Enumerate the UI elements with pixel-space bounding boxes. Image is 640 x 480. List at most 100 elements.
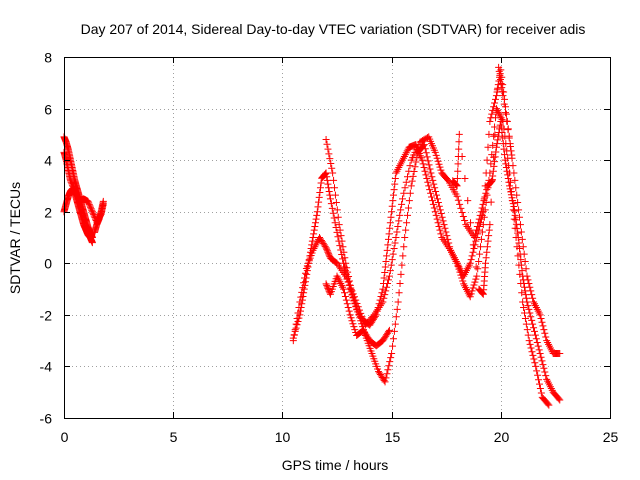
data-point	[514, 199, 522, 207]
data-point	[479, 289, 487, 297]
data-point	[480, 195, 488, 203]
data-point	[517, 228, 525, 236]
data-point	[324, 248, 332, 256]
data-point	[310, 226, 318, 234]
data-point	[473, 272, 481, 280]
data-point	[535, 380, 543, 388]
data-point	[303, 270, 311, 278]
y-tick-label: 4	[44, 153, 52, 169]
data-point	[501, 109, 509, 117]
data-point	[389, 342, 397, 350]
data-point	[341, 292, 349, 300]
data-point	[314, 203, 322, 211]
data-point	[436, 206, 444, 214]
data-point	[432, 151, 440, 159]
data-point	[393, 228, 401, 236]
data-point	[535, 376, 543, 384]
series-mid-b	[289, 66, 564, 358]
data-point	[436, 226, 444, 234]
data-point	[470, 245, 478, 253]
data-point	[458, 152, 466, 160]
data-point	[518, 267, 526, 275]
data-point	[315, 193, 323, 201]
data-point	[388, 350, 396, 358]
data-point	[438, 213, 446, 221]
data-point	[453, 259, 461, 267]
data-point	[295, 303, 303, 311]
data-point	[541, 329, 549, 337]
data-point	[461, 175, 469, 183]
data-point	[73, 192, 81, 200]
data-point	[419, 160, 427, 168]
data-point	[485, 176, 493, 184]
data-point	[395, 289, 403, 297]
data-point	[510, 215, 518, 223]
chart-title: Day 207 of 2014, Sidereal Day-to-day VTE…	[81, 21, 586, 37]
data-point	[381, 268, 389, 276]
series-mid-c	[322, 105, 553, 409]
data-point	[423, 175, 431, 183]
data-point	[323, 247, 331, 255]
data-point	[444, 235, 452, 243]
data-point	[383, 252, 391, 260]
data-point	[331, 219, 339, 227]
data-point	[336, 226, 344, 234]
data-point	[382, 257, 390, 265]
data-point	[342, 259, 350, 267]
data-point	[397, 270, 405, 278]
data-point	[427, 169, 435, 177]
data-point	[533, 338, 541, 346]
data-point	[347, 314, 355, 322]
data-point	[87, 205, 95, 213]
data-point	[522, 265, 530, 273]
data-point	[514, 229, 522, 237]
data-point	[300, 279, 308, 287]
data-point	[534, 342, 542, 350]
data-point	[531, 331, 539, 339]
data-point	[454, 196, 462, 204]
x-tick-labels: 0 5 10 15 20 25	[61, 429, 619, 445]
data-point	[420, 164, 428, 172]
data-point	[510, 203, 518, 211]
data-point	[389, 250, 397, 258]
data-point	[452, 180, 460, 188]
data-point	[486, 169, 494, 177]
data-point	[411, 163, 419, 171]
data-point	[386, 219, 394, 227]
data-point	[506, 178, 514, 186]
data-point	[542, 333, 550, 341]
data-point	[537, 353, 545, 361]
data-point	[536, 311, 544, 319]
data-point	[485, 130, 493, 138]
data-point	[525, 280, 533, 288]
data-point	[386, 358, 394, 366]
x-tick-label: 25	[603, 429, 619, 445]
data-point	[433, 215, 441, 223]
data-point	[391, 180, 399, 188]
data-point	[476, 250, 484, 258]
data-point	[436, 163, 444, 171]
data-point	[394, 222, 402, 230]
data-point	[357, 317, 365, 325]
data-point	[456, 200, 464, 208]
data-point	[437, 166, 445, 174]
data-point	[528, 316, 536, 324]
data-point	[511, 224, 519, 232]
data-point	[426, 186, 434, 194]
data-point	[473, 234, 481, 241]
data-point	[84, 197, 92, 205]
data-point	[384, 235, 392, 243]
data-point	[483, 191, 491, 199]
data-point	[342, 296, 350, 304]
data-point	[518, 235, 526, 243]
data-point	[323, 140, 331, 148]
data-point	[492, 92, 500, 100]
data-point	[358, 320, 366, 328]
data-point	[323, 176, 331, 184]
data-point	[312, 215, 320, 223]
data-point	[504, 171, 512, 179]
data-point	[410, 168, 418, 176]
data-point	[467, 219, 475, 227]
data-point	[383, 370, 391, 378]
data-point	[331, 184, 339, 192]
